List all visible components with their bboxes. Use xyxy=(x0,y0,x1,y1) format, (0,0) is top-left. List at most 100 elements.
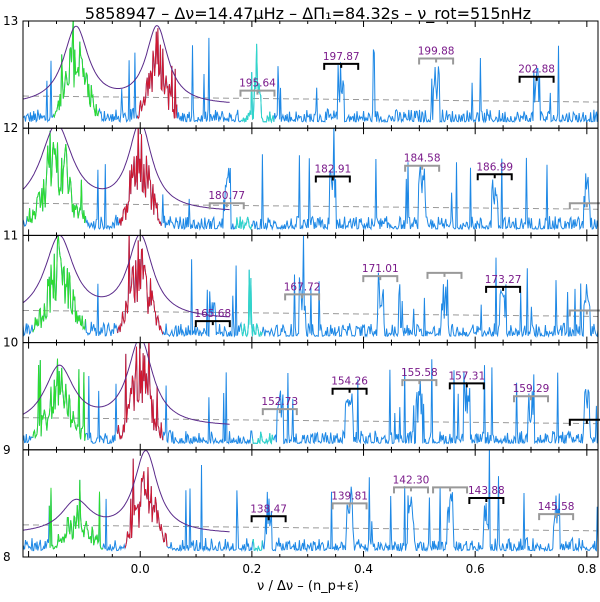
y-tick-label: 12 xyxy=(3,121,18,135)
background-level-line xyxy=(22,524,599,532)
period-bracket xyxy=(432,486,469,494)
period-bracket xyxy=(418,57,455,65)
x-tick-label: 0.8 xyxy=(577,562,596,576)
l2-mode-segment xyxy=(48,479,104,550)
l2-mode-segment xyxy=(32,358,86,441)
power-spectrum-line xyxy=(23,128,598,231)
row-panel-9: 152.73 154.26 155.58 157.31 159.29 xyxy=(22,342,600,451)
period-marker-unlabeled xyxy=(426,271,463,279)
background-level-line xyxy=(22,417,599,425)
period-bracket xyxy=(568,418,600,426)
l2-mode-segment xyxy=(26,130,86,224)
period-marker-142.30: 142.30 xyxy=(393,474,429,494)
period-label: 138.47 xyxy=(250,503,287,515)
period-marker-unlabeled xyxy=(568,309,600,317)
y-tick-label: 10 xyxy=(3,336,18,350)
period-marker-unlabeled xyxy=(568,418,600,426)
row-panel-8: 138.47 139.81 142.30 143.88 145.58 xyxy=(22,449,599,558)
period-bracket xyxy=(448,382,485,390)
period-marker-165.68: 165.68 xyxy=(194,308,231,328)
period-label: 182.91 xyxy=(314,163,351,175)
period-bracket xyxy=(331,387,368,395)
power-spectrum-line xyxy=(23,21,598,124)
y-tick-label: 8 xyxy=(3,550,11,564)
period-bracket xyxy=(239,89,276,97)
period-bracket xyxy=(485,285,522,293)
period-marker-155.58: 155.58 xyxy=(401,367,438,387)
period-label: 195.64 xyxy=(239,78,276,90)
period-bracket xyxy=(208,202,245,210)
period-marker-159.29: 159.29 xyxy=(513,383,549,403)
period-marker-143.88: 143.88 xyxy=(468,485,505,505)
period-marker-167.72: 167.72 xyxy=(284,281,321,301)
row-frame xyxy=(22,342,599,451)
period-marker-197.87: 197.87 xyxy=(323,51,360,70)
period-label: 186.99 xyxy=(476,161,513,173)
row-panel-10: 165.68 167.72 171.01 173.27 xyxy=(22,234,600,344)
l0-mode-segment xyxy=(124,458,168,549)
period-label: 152.73 xyxy=(261,396,298,408)
l3-mode-segment xyxy=(240,269,263,338)
l0-mode-segment xyxy=(117,235,164,335)
lorentzian-fit-curve xyxy=(23,25,230,103)
period-bracket xyxy=(331,502,368,510)
period-marker-152.73: 152.73 xyxy=(261,396,298,416)
x-tick-label: 0.2 xyxy=(242,562,261,576)
period-marker-unlabeled xyxy=(568,202,600,210)
chart-title: 5858947 – Δν=14.47μHz – ΔΠ₁=84.32s – ν_r… xyxy=(85,4,531,24)
period-marker-145.58: 145.58 xyxy=(538,501,575,521)
period-label: 197.87 xyxy=(323,51,360,63)
lorentzian-fit-curve xyxy=(23,449,230,533)
period-bracket xyxy=(518,75,555,83)
x-axis-label: ν / Δν – (n_p+ε) xyxy=(257,579,359,594)
spectrum-group xyxy=(23,128,598,231)
row-panel-11: 180.77 182.91 184.58 186.99 xyxy=(22,127,600,236)
period-marker-171.01: 171.01 xyxy=(362,263,399,283)
period-marker-184.58: 184.58 xyxy=(404,153,441,172)
l0-mode-segment xyxy=(118,128,162,226)
y-tick-label: 9 xyxy=(3,443,11,457)
period-label: 139.81 xyxy=(331,490,368,502)
l3-mode-segment xyxy=(240,43,275,124)
x-tick-label: 0.6 xyxy=(466,562,485,576)
period-bracket xyxy=(538,513,575,521)
period-label: 171.01 xyxy=(362,263,399,275)
l0-mode-segment xyxy=(117,342,164,441)
period-label: 199.88 xyxy=(418,46,455,58)
period-bracket xyxy=(250,515,287,523)
period-bracket xyxy=(401,379,438,387)
lorentzian-fit-curve xyxy=(23,235,230,318)
period-marker-157.31: 157.31 xyxy=(448,370,485,390)
period-bracket xyxy=(314,175,351,183)
period-label: 154.26 xyxy=(331,376,368,388)
period-bracket xyxy=(568,309,600,317)
period-marker-unlabeled xyxy=(432,486,469,494)
l0-mode-segment xyxy=(136,28,178,120)
period-label: 173.27 xyxy=(485,274,522,286)
period-marker-186.99: 186.99 xyxy=(476,161,513,181)
l3-mode-segment xyxy=(234,216,253,231)
spectrum-group xyxy=(23,342,598,445)
lorentzian-fit-curve xyxy=(23,342,230,425)
lorentzian-fit-curve xyxy=(23,128,230,211)
power-spectrum-line xyxy=(23,449,598,553)
period-marker-199.88: 199.88 xyxy=(418,46,455,65)
period-marker-182.91: 182.91 xyxy=(314,163,351,183)
period-marker-138.47: 138.47 xyxy=(250,503,287,523)
row-frame xyxy=(22,449,599,558)
l3-mode-segment xyxy=(252,538,263,552)
x-tick-label: 0.0 xyxy=(131,562,150,576)
period-marker-173.27: 173.27 xyxy=(485,274,522,293)
row-frame xyxy=(22,20,599,129)
period-label: 165.68 xyxy=(194,308,231,320)
background-level-line xyxy=(22,309,599,317)
period-marker-195.64: 195.64 xyxy=(239,78,276,97)
period-marker-202.88: 202.88 xyxy=(518,64,555,83)
period-marker-139.81: 139.81 xyxy=(331,490,368,510)
spectrum-group xyxy=(23,21,598,124)
period-label: 167.72 xyxy=(284,281,321,293)
x-tick-label: 0.4 xyxy=(354,562,373,576)
period-label: 157.31 xyxy=(448,370,485,382)
